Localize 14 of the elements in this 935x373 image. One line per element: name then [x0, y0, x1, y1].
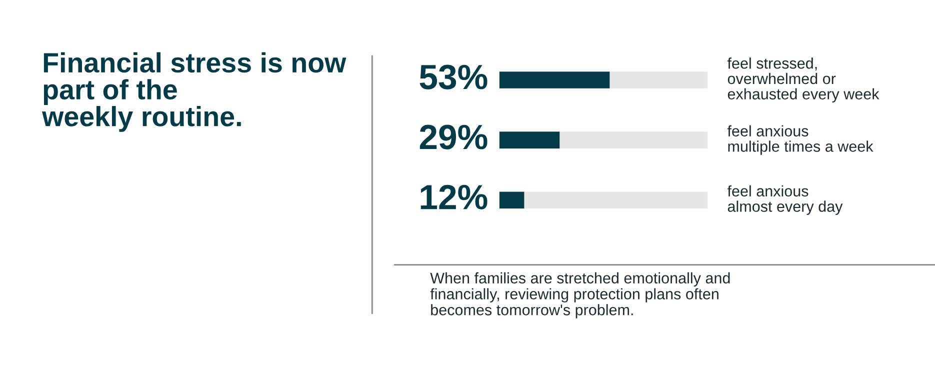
bar	[499, 192, 524, 209]
bar	[499, 132, 560, 148]
y-tick-label: feel anxious multiple times a week	[727, 125, 874, 155]
text: When families are stretched emotionally and financially, reviewing protection plans often becomes tomorrow's problem.	[430, 272, 730, 318]
y-tick-label: feel stressed, overwhelmed or exhausted every week	[727, 58, 880, 102]
bar	[524, 192, 708, 209]
bar	[499, 72, 610, 88]
data-label: 29%	[420, 124, 488, 150]
text: Financial stress is now part of the weekly routine.	[42, 52, 346, 132]
bar	[560, 132, 708, 148]
data-label: 12%	[420, 184, 488, 210]
y-tick-label: feel anxious almost every day	[727, 185, 843, 215]
data-label: 53%	[420, 64, 488, 90]
bar	[610, 72, 708, 88]
